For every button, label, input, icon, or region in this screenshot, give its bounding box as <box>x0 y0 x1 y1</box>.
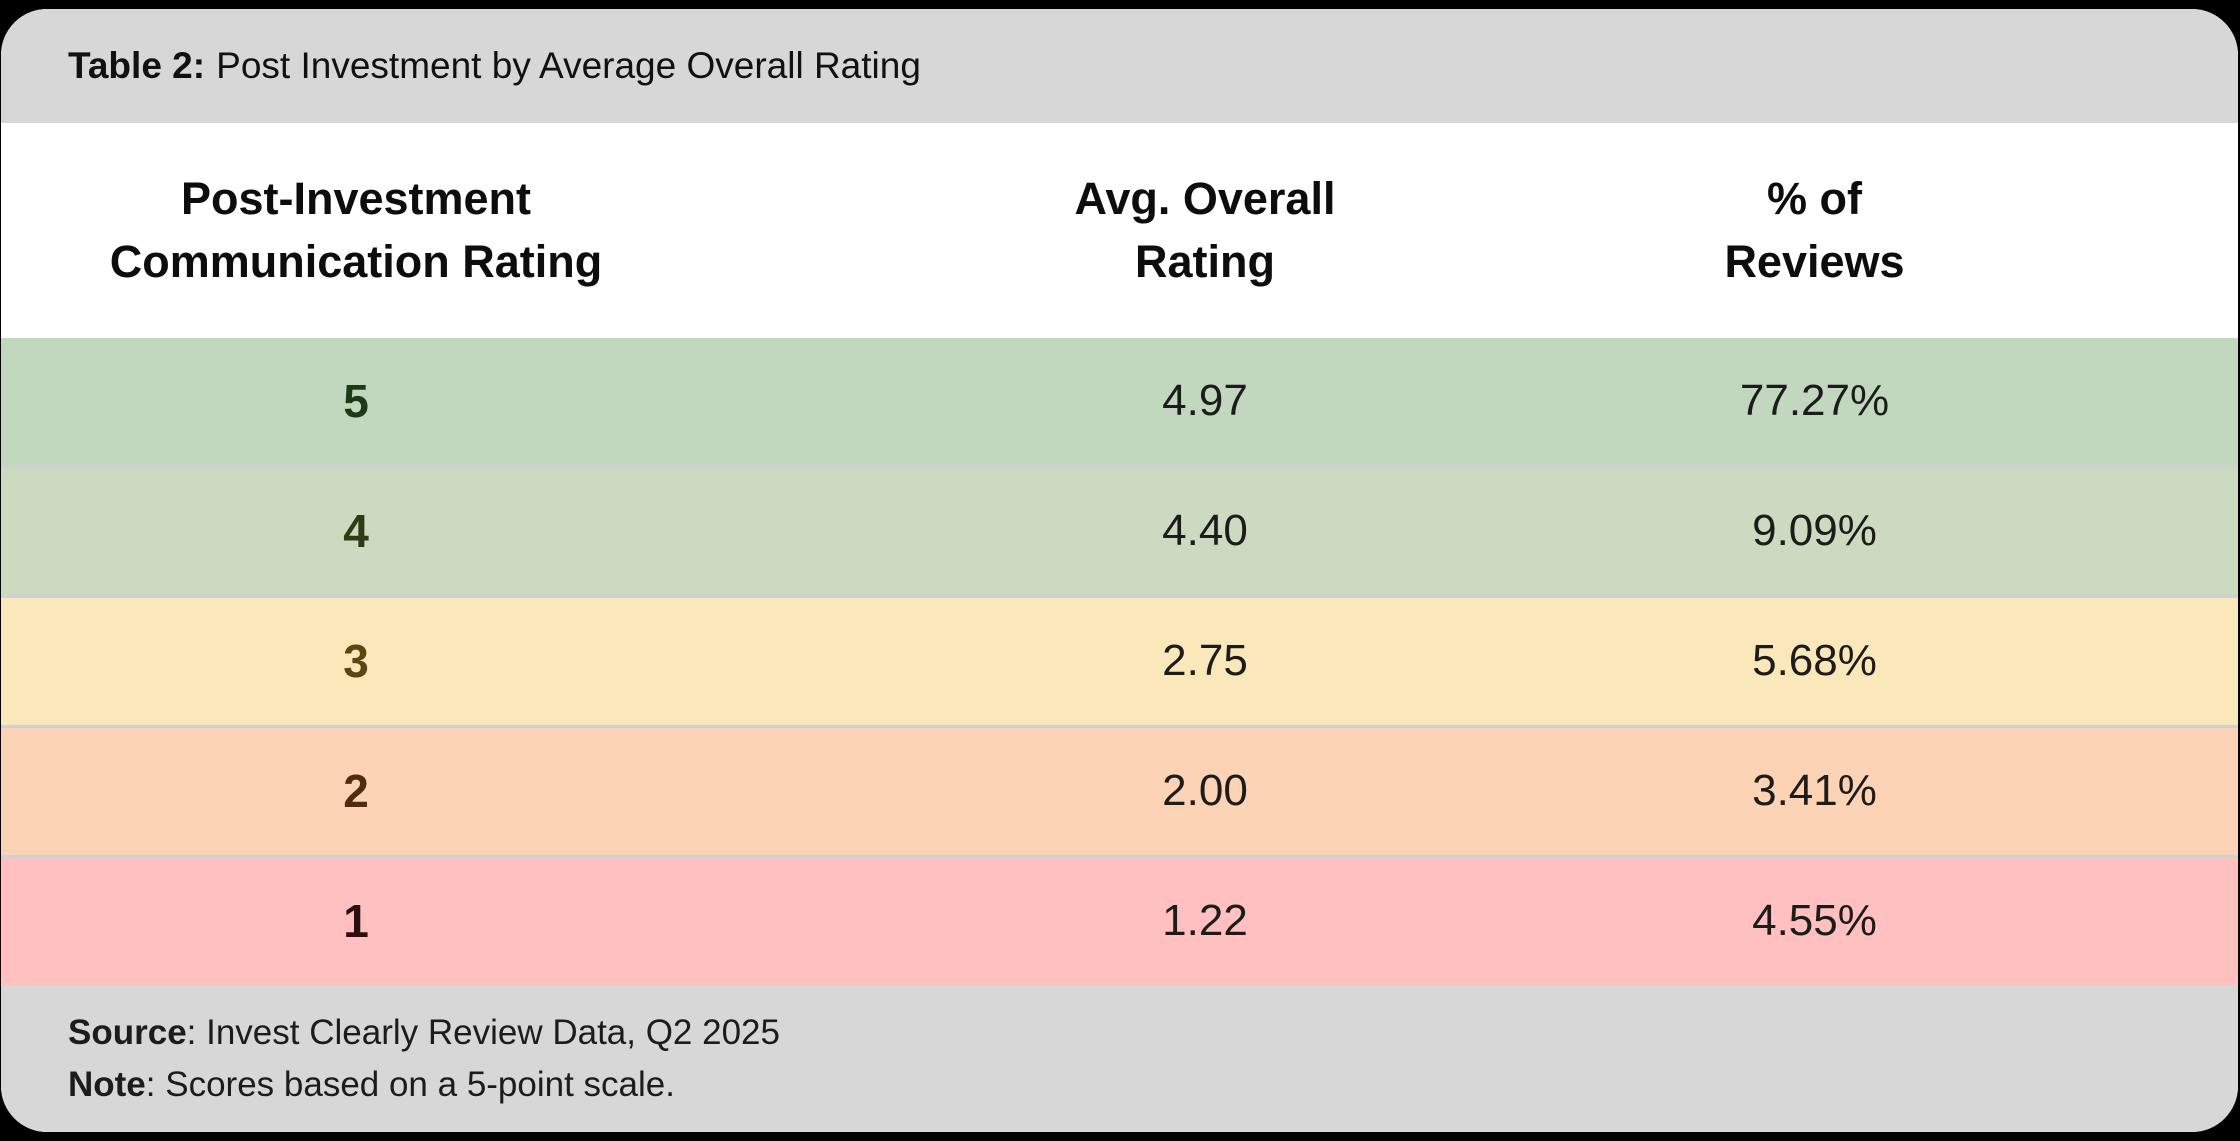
table-body: 5 4.97 77.27% 4 4.40 9.09% 3 2.75 5.68% <box>1 338 2238 985</box>
rating-value: 4 <box>343 504 369 557</box>
pct-reviews-cell: 4.55% <box>1752 896 1877 946</box>
column-header-pct-of-reviews: % of Reviews <box>1699 168 2238 292</box>
rating-cell: 1 <box>1 890 711 954</box>
table-title-prefix: Table 2: <box>68 45 206 86</box>
table-row: 1 1.22 4.55% <box>1 858 2238 985</box>
rating-cell: 5 <box>1 370 711 434</box>
rating-cell: 4 <box>1 500 711 564</box>
avg-rating-cell: 2.00 <box>1162 766 1248 816</box>
column-header-line: Reviews <box>1724 235 1905 287</box>
note-text: : Scores based on a 5-point scale. <box>145 1064 675 1104</box>
rating-value: 3 <box>343 634 369 687</box>
column-header-line: Avg. Overall <box>1074 173 1336 225</box>
pct-reviews-cell: 3.41% <box>1752 766 1877 816</box>
column-header-line: Post-Investment <box>180 173 532 225</box>
table-row: 4 4.40 9.09% <box>1 468 2238 595</box>
note-label: Note <box>68 1064 146 1104</box>
source-text: : Invest Clearly Review Data, Q2 2025 <box>186 1012 780 1052</box>
avg-rating-cell: 2.75 <box>1162 636 1248 686</box>
avg-rating-cell: 4.40 <box>1162 506 1248 556</box>
column-header-avg-overall-rating: Avg. Overall Rating <box>711 168 1699 292</box>
column-header-line: % of <box>1767 173 1862 225</box>
table-row: 3 2.75 5.68% <box>1 598 2238 725</box>
table-header-row: Post-Investment Communication Rating Avg… <box>1 123 2238 338</box>
rating-cell: 2 <box>1 760 711 824</box>
column-header-line: Communication Rating <box>109 235 603 287</box>
pct-reviews-cell: 77.27% <box>1739 376 1890 426</box>
pct-reviews-cell: 5.68% <box>1752 636 1877 686</box>
table-footer: Source: Invest Clearly Review Data, Q2 2… <box>1 985 2238 1132</box>
table-row: 5 4.97 77.27% <box>1 338 2238 465</box>
table-row: 2 2.00 3.41% <box>1 728 2238 855</box>
column-header-communication-rating: Post-Investment Communication Rating <box>1 168 711 292</box>
rating-value: 5 <box>343 374 369 427</box>
pct-reviews-cell: 9.09% <box>1752 506 1877 556</box>
source-line: Source: Invest Clearly Review Data, Q2 2… <box>68 1007 2238 1059</box>
table-title-text: Post Investment by Average Overall Ratin… <box>216 45 921 86</box>
rating-cell: 3 <box>1 630 711 694</box>
rating-value: 2 <box>343 764 369 817</box>
column-header-line: Rating <box>1135 235 1275 287</box>
source-label: Source <box>68 1012 187 1052</box>
avg-rating-cell: 1.22 <box>1162 896 1248 946</box>
table-card: Table 2: Post Investment by Average Over… <box>1 9 2238 1132</box>
table-title-bar: Table 2: Post Investment by Average Over… <box>1 9 2238 123</box>
rating-value: 1 <box>343 894 369 947</box>
avg-rating-cell: 4.97 <box>1162 376 1248 426</box>
note-line: Note: Scores based on a 5-point scale. <box>68 1059 2238 1111</box>
